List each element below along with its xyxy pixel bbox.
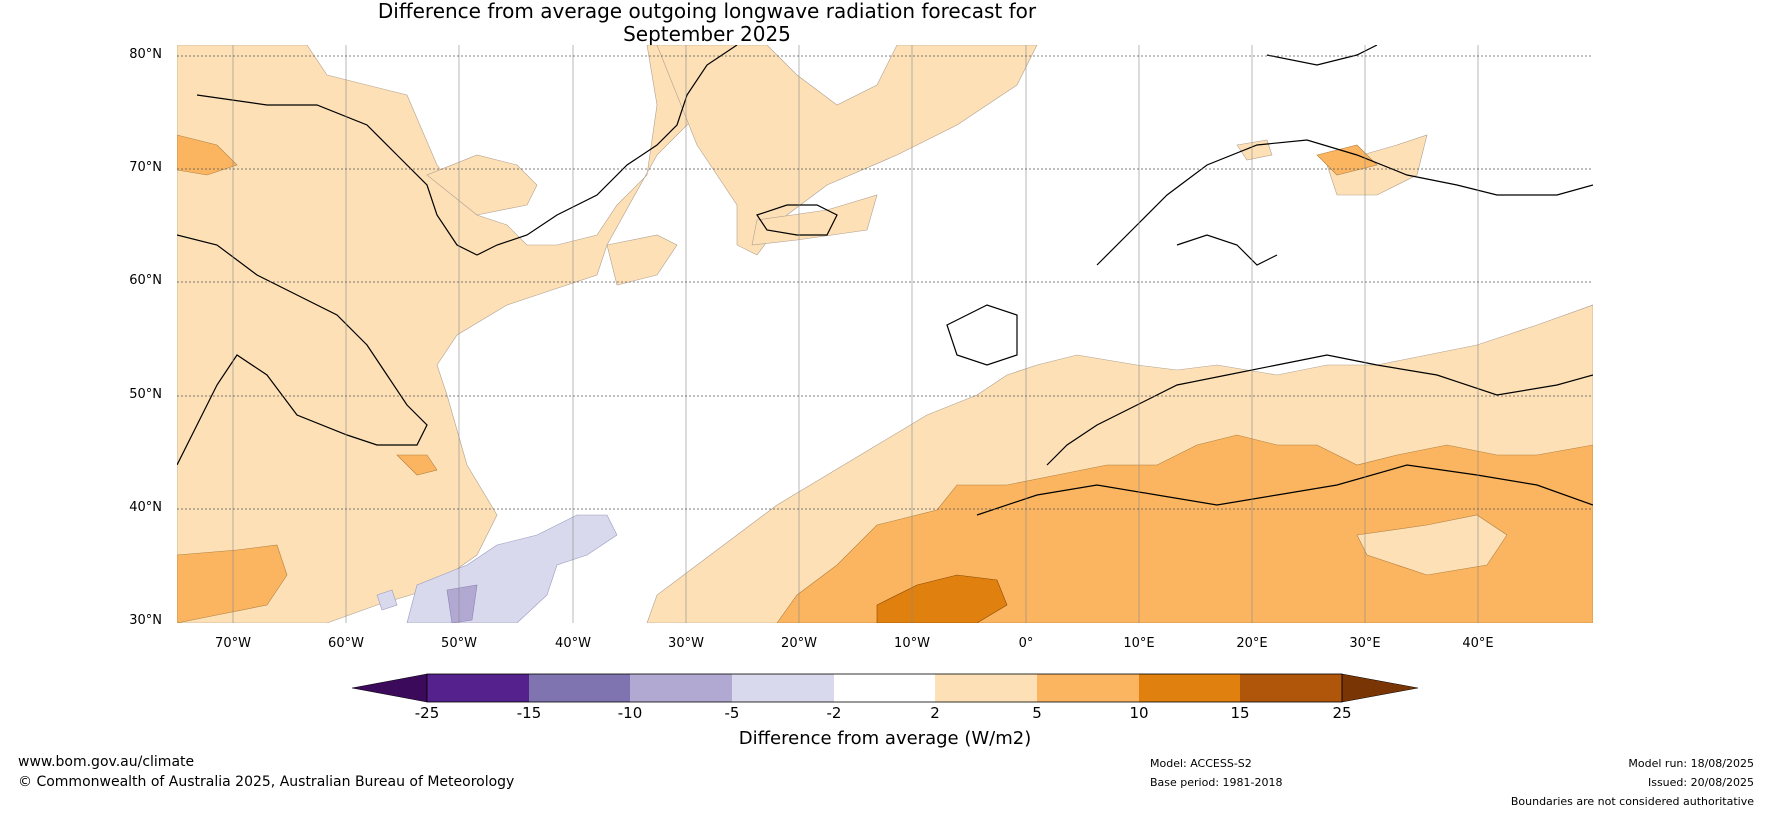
colorbar-tick-label: -10 (617, 704, 643, 722)
lon-label-10e: 10°E (1123, 636, 1155, 651)
colorbar-tick-label: -25 (414, 704, 440, 722)
lon-label-0: 0° (1018, 636, 1034, 651)
colorbar-bin (630, 674, 732, 702)
colorbar-bin (1139, 674, 1240, 702)
lon-label-40w: 40°W (555, 636, 591, 651)
colorbar-extend-high (1341, 673, 1418, 703)
model-run-text: Model run: 18/08/2025 (1628, 757, 1754, 770)
colorbar-bin (529, 674, 630, 702)
colorbar-tick-label: 15 (1230, 704, 1250, 722)
colorbar-tick-label: -15 (516, 704, 542, 722)
anomaly-positive-dark (876, 574, 1008, 623)
colorbar-bin (427, 674, 529, 702)
lon-label-20w: 20°W (781, 636, 817, 651)
lon-label-40e: 40°E (1462, 636, 1494, 651)
lat-label-30n: 30°N (129, 613, 162, 628)
colorbar-tick-label: 25 (1332, 704, 1352, 722)
colorbar-bin (935, 674, 1037, 702)
title-line-1: Difference from average outgoing longwav… (377, 0, 1037, 23)
lon-label-30w: 30°W (668, 636, 704, 651)
lat-label-60n: 60°N (129, 273, 162, 288)
disclaimer-text: Boundaries are not considered authoritat… (1510, 795, 1754, 808)
website-text: www.bom.gov.au/climate (18, 754, 195, 770)
issued-text: Issued: 20/08/2025 (1647, 776, 1754, 789)
anomaly-negative-mid (446, 584, 478, 623)
title-line-2: September 2025 (623, 22, 791, 46)
map-panel (177, 45, 1593, 623)
latitude-lines (177, 55, 1593, 510)
lon-label-10w: 10°W (894, 636, 930, 651)
colorbar (352, 673, 1418, 703)
map-title: Difference from average outgoing longwav… (0, 0, 1414, 46)
lon-label-20e: 20°E (1236, 636, 1268, 651)
colorbar-outline (426, 673, 1343, 703)
lon-label-60w: 60°W (328, 636, 364, 651)
model-text: Model: ACCESS-S2 (1150, 757, 1252, 770)
colorbar-tick-label: -2 (826, 704, 842, 722)
colorbar-tick-label: 2 (930, 704, 940, 722)
copyright-text: © Commonwealth of Australia 2025, Austra… (18, 774, 515, 790)
anomaly-map (177, 45, 1593, 623)
lat-label-40n: 40°N (129, 500, 162, 515)
colorbar-bin (732, 674, 834, 702)
anomaly-positive-mid (177, 134, 1593, 623)
colorbar-bin (834, 674, 935, 702)
coastlines (177, 45, 1593, 516)
colorbar-bin (1037, 674, 1139, 702)
lon-label-50w: 50°W (441, 636, 477, 651)
colorbar-bin (1240, 674, 1342, 702)
lat-label-80n: 80°N (129, 47, 162, 62)
colorbar-extend-low (352, 673, 428, 703)
colorbar-tick-label: 10 (1129, 704, 1149, 722)
colorbar-title: Difference from average (W/m2) (738, 728, 1032, 749)
colorbar-tick-label: -5 (724, 704, 740, 722)
lon-label-30e: 30°E (1349, 636, 1381, 651)
base-period-text: Base period: 1981-2018 (1150, 776, 1283, 789)
lat-label-70n: 70°N (129, 160, 162, 175)
graticule (232, 45, 1479, 623)
lon-label-70w: 70°W (215, 636, 251, 651)
lat-label-50n: 50°N (129, 387, 162, 402)
colorbar-tick-label: 5 (1032, 704, 1042, 722)
